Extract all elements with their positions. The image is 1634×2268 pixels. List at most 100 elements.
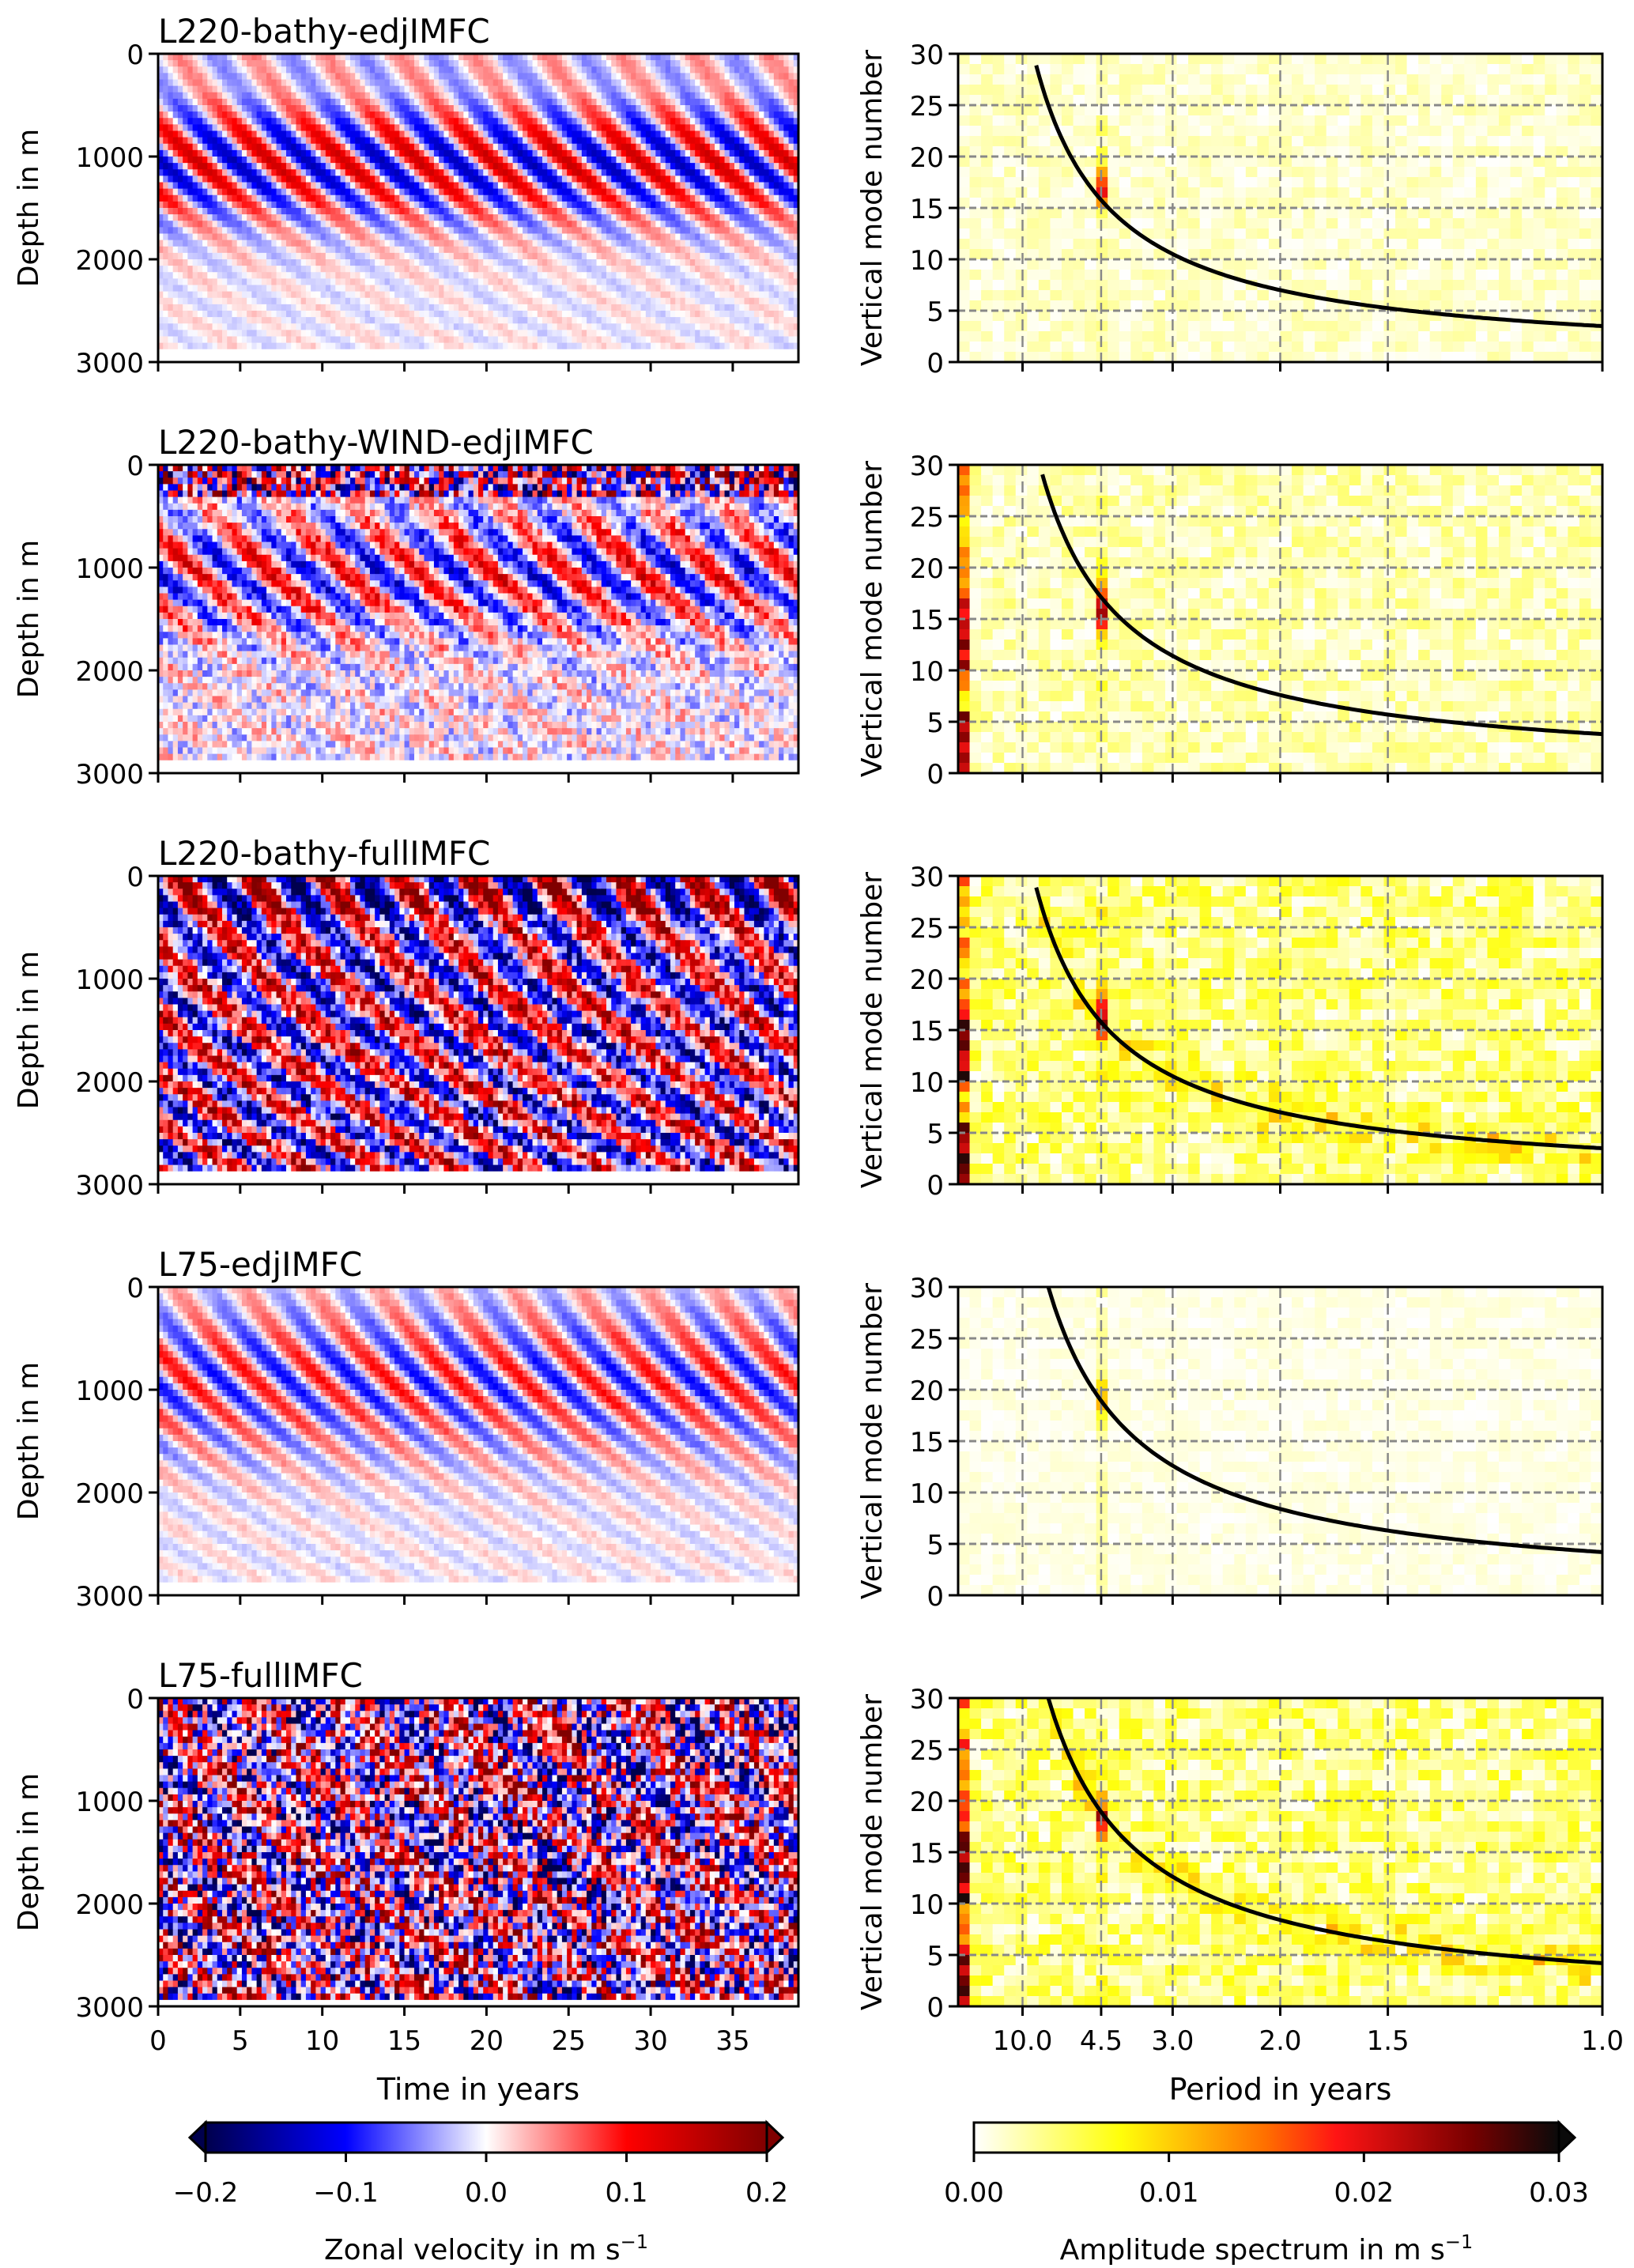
velocity-cell	[719, 137, 726, 145]
velocity-cell	[320, 297, 326, 305]
velocity-cell	[508, 227, 514, 235]
velocity-cell	[212, 272, 218, 279]
velocity-cell	[375, 272, 380, 279]
velocity-cell	[660, 54, 666, 61]
velocity-cell	[315, 285, 322, 292]
velocity-cell	[497, 92, 504, 100]
velocity-cell	[222, 79, 228, 87]
velocity-cell	[685, 252, 691, 260]
velocity-cell	[468, 188, 474, 196]
velocity-cell	[709, 118, 715, 125]
velocity-cell	[788, 118, 794, 125]
velocity-cell	[360, 137, 366, 145]
velocity-cell	[439, 221, 444, 228]
velocity-cell	[261, 297, 267, 305]
velocity-cell	[419, 208, 425, 215]
velocity-cell	[611, 285, 617, 292]
velocity-cell	[355, 175, 361, 183]
velocity-cell	[300, 149, 307, 157]
velocity-cell	[276, 130, 282, 138]
velocity-cell	[340, 182, 346, 190]
velocity-cell	[557, 130, 563, 138]
velocity-cell	[616, 73, 622, 81]
velocity-cell	[537, 285, 543, 292]
velocity-cell	[276, 54, 282, 61]
velocity-cell	[557, 252, 563, 260]
velocity-cell	[508, 54, 514, 61]
velocity-cell	[227, 175, 233, 183]
velocity-cell	[631, 252, 636, 260]
velocity-cell	[532, 240, 538, 247]
velocity-cell	[428, 124, 435, 132]
velocity-cell	[631, 259, 636, 266]
velocity-cell	[330, 60, 336, 67]
velocity-cell	[715, 278, 720, 286]
velocity-cell	[187, 124, 194, 132]
velocity-cell	[636, 130, 642, 138]
velocity-cell	[389, 246, 395, 254]
velocity-cell	[241, 240, 247, 247]
velocity-cell	[222, 149, 228, 157]
velocity-cell	[572, 111, 578, 119]
velocity-cell	[335, 240, 342, 247]
velocity-cell	[424, 149, 430, 157]
velocity-cell	[241, 118, 247, 125]
velocity-cell	[389, 285, 395, 292]
velocity-cell	[168, 201, 174, 209]
velocity-cell	[158, 278, 164, 286]
velocity-cell	[424, 188, 430, 196]
velocity-cell	[241, 79, 247, 87]
velocity-cell	[625, 85, 632, 93]
velocity-cell	[675, 227, 681, 235]
velocity-cell	[788, 98, 794, 106]
velocity-cell	[631, 240, 636, 247]
velocity-cell	[384, 130, 391, 138]
velocity-cell	[709, 79, 715, 87]
velocity-cell	[670, 73, 676, 81]
velocity-cell	[177, 240, 183, 247]
velocity-cell	[700, 233, 706, 241]
velocity-cell	[517, 291, 523, 299]
velocity-cell	[439, 66, 444, 74]
velocity-cell	[773, 169, 779, 176]
velocity-cell	[266, 188, 272, 196]
velocity-cell	[631, 73, 636, 81]
velocity-cell	[576, 266, 583, 273]
velocity-cell	[651, 201, 656, 209]
velocity-cell	[709, 66, 715, 74]
velocity-cell	[523, 111, 528, 119]
velocity-cell	[670, 79, 676, 87]
velocity-cell	[202, 221, 208, 228]
velocity-cell	[340, 208, 346, 215]
velocity-cell	[512, 85, 519, 93]
velocity-cell	[202, 54, 208, 61]
velocity-cell	[655, 163, 662, 170]
velocity-cell	[768, 92, 775, 100]
velocity-cell	[523, 66, 528, 74]
velocity-cell	[488, 233, 494, 241]
velocity-cell	[296, 278, 302, 286]
velocity-cell	[404, 285, 410, 292]
velocity-cell	[517, 227, 523, 235]
velocity-cell	[572, 60, 578, 67]
velocity-cell	[704, 214, 711, 221]
velocity-cell	[492, 240, 499, 247]
velocity-cell	[409, 137, 415, 145]
velocity-cell	[768, 285, 775, 292]
velocity-cell	[503, 111, 508, 119]
velocity-cell	[473, 54, 479, 61]
velocity-cell	[695, 194, 700, 202]
velocity-cell	[601, 214, 607, 221]
velocity-cell	[192, 143, 198, 151]
velocity-cell	[753, 66, 760, 74]
velocity-cell	[236, 105, 243, 112]
velocity-cell	[463, 208, 470, 215]
velocity-cell	[527, 92, 534, 100]
velocity-cell	[606, 240, 612, 247]
velocity-cell	[645, 85, 651, 93]
velocity-cell	[793, 118, 799, 125]
velocity-cell	[286, 233, 292, 241]
velocity-cell	[340, 98, 346, 106]
velocity-cell	[517, 240, 523, 247]
velocity-cell	[291, 137, 297, 145]
